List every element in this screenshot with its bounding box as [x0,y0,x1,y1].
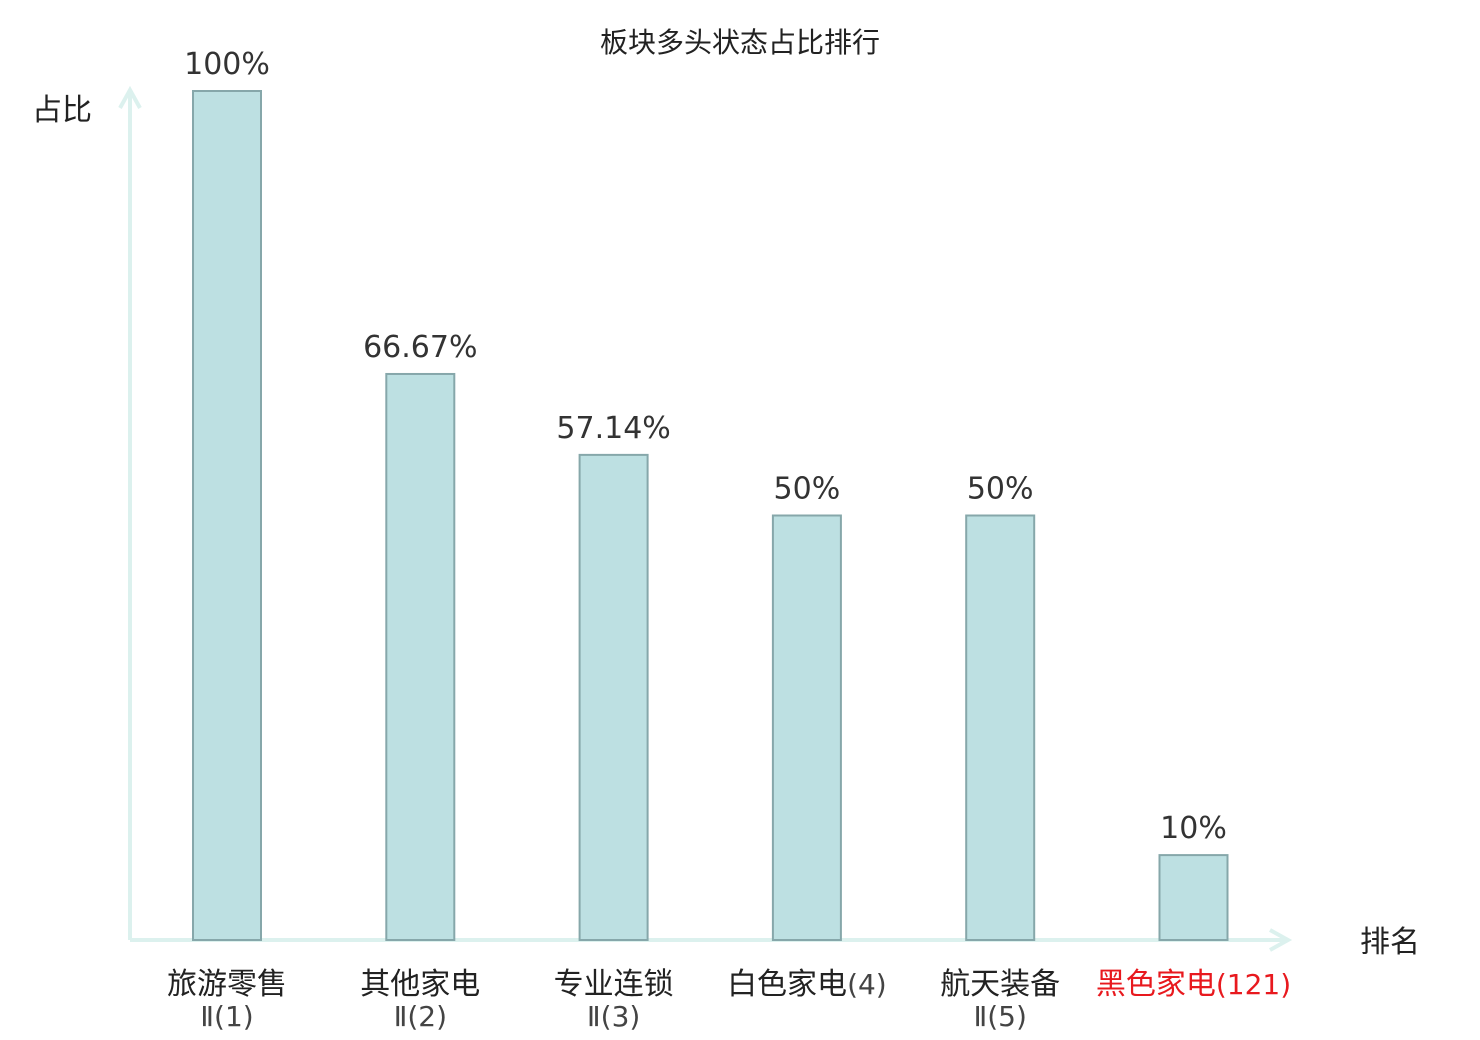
category-label: 航天装备 [940,967,1060,1002]
y-axis-label: 占比 [32,93,92,128]
bar [771,514,842,941]
data-label: 10% [1160,811,1227,846]
category-label: 其他家电 [360,967,480,1002]
category-label: 黑色家电(121) [1096,967,1291,1002]
bar [192,90,262,941]
bar [965,514,1036,941]
chart-title: 板块多头状态占比排行 [600,26,880,59]
y-axis-arrow [118,85,142,109]
category-rank-label: Ⅱ(1) [200,1000,253,1033]
bar [1158,854,1229,941]
data-label: 50% [774,472,841,507]
category-label: 旅游零售 [167,967,287,1002]
category-label: 白色家电(4) [727,967,887,1002]
data-label: 66.67% [363,330,477,365]
data-label: 50% [967,472,1034,507]
data-label: 57.14% [556,411,670,446]
x-axis-label: 排名 [1360,925,1420,960]
x-axis-arrow [1269,928,1293,952]
category-label: 专业连锁 [554,967,674,1002]
category-rank-label: Ⅱ(5) [973,1000,1026,1033]
bar [385,372,456,942]
data-label: 100% [184,47,270,82]
bar [578,453,649,941]
category-rank-label: Ⅱ(3) [587,1000,640,1033]
category-rank-label: Ⅱ(2) [394,1000,447,1033]
